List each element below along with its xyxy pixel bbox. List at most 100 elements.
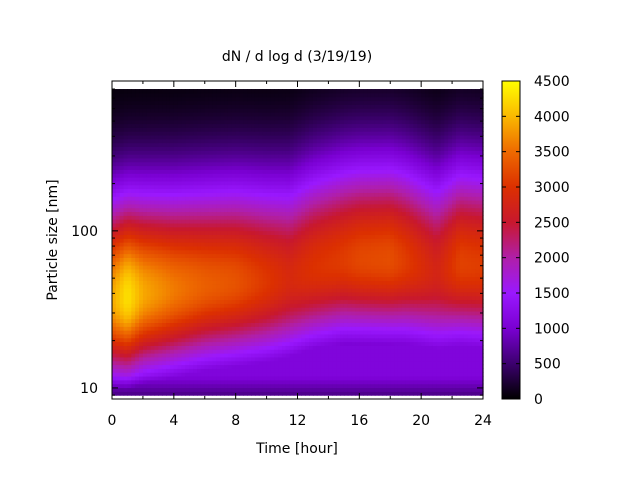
heatmap-cell: [177, 127, 183, 132]
heatmap-cell: [193, 150, 198, 155]
heatmap-cell: [200, 245, 206, 251]
heatmap-cell: [297, 96, 302, 102]
heatmap-cell: [197, 203, 202, 209]
heatmap-cell: [282, 238, 287, 243]
heatmap-cell: [293, 199, 299, 205]
heatmap-cell: [316, 295, 322, 301]
heatmap-cell: [254, 337, 260, 343]
heatmap-cell: [262, 230, 268, 236]
heatmap-cell: [127, 108, 132, 113]
heatmap-cell: [204, 356, 210, 362]
heatmap-cell: [328, 226, 333, 232]
heatmap-cell: [150, 330, 156, 335]
heatmap-cell: [169, 199, 175, 205]
heatmap-cell: [254, 89, 260, 94]
heatmap-cell: [320, 284, 326, 289]
heatmap-cell: [139, 177, 144, 182]
heatmap-cell: [189, 265, 194, 270]
heatmap-cell: [189, 291, 194, 297]
heatmap-cell: [324, 180, 330, 186]
heatmap-cell: [309, 364, 314, 369]
heatmap-cell: [239, 341, 244, 346]
heatmap-cell: [158, 280, 163, 285]
heatmap-cell: [173, 230, 179, 236]
heatmap-cell: [258, 364, 264, 369]
heatmap-cell: [224, 253, 229, 258]
heatmap-cell: [293, 222, 299, 228]
heatmap-cell: [220, 211, 225, 216]
heatmap-cell: [297, 353, 302, 358]
heatmap-cell: [270, 131, 275, 136]
heatmap-cell: [158, 375, 163, 381]
heatmap-cell: [278, 330, 283, 335]
heatmap-cell: [200, 108, 206, 113]
heatmap-cell: [177, 138, 183, 144]
heatmap-cell: [254, 349, 260, 354]
heatmap-cell: [177, 303, 183, 308]
heatmap-cell: [185, 265, 190, 270]
heatmap-cell: [204, 326, 210, 331]
heatmap-cell: [123, 215, 129, 220]
heatmap-cell: [231, 242, 237, 247]
heatmap-cell: [115, 142, 121, 148]
heatmap-cell: [305, 96, 310, 102]
heatmap-cell: [235, 245, 241, 251]
heatmap-cell: [112, 203, 117, 209]
heatmap-cell: [224, 188, 229, 193]
heatmap-cell: [347, 211, 353, 216]
heatmap-cell: [139, 391, 144, 396]
heatmap-cell: [112, 295, 117, 301]
heatmap-cell: [231, 333, 237, 339]
heatmap-cell: [289, 295, 295, 301]
heatmap-cell: [251, 115, 256, 121]
heatmap-cell: [112, 184, 117, 190]
heatmap-cell: [320, 333, 326, 339]
heatmap-cell: [212, 134, 217, 140]
heatmap-cell: [189, 333, 194, 339]
heatmap-cell: [142, 203, 148, 209]
heatmap-cell: [131, 180, 136, 186]
heatmap-cell: [254, 326, 260, 331]
heatmap-cell: [328, 356, 333, 362]
heatmap-cell: [154, 318, 159, 324]
heatmap-cell: [254, 180, 260, 186]
heatmap-cell: [204, 196, 210, 201]
heatmap-cell: [258, 314, 264, 320]
heatmap-cell: [197, 142, 202, 148]
heatmap-cell: [197, 383, 202, 389]
heatmap-cell: [150, 238, 156, 243]
heatmap-cell: [146, 337, 152, 343]
heatmap-cell: [200, 265, 206, 270]
heatmap-cell: [266, 268, 272, 274]
heatmap-cell: [258, 203, 264, 209]
heatmap-cell: [235, 242, 241, 247]
heatmap-cell: [227, 134, 233, 140]
heatmap-cell: [351, 391, 357, 396]
heatmap-cell: [123, 234, 129, 239]
heatmap-cell: [235, 238, 241, 243]
heatmap-cell: [227, 173, 233, 178]
heatmap-cell: [181, 330, 187, 335]
heatmap-cell: [224, 222, 229, 228]
heatmap-cell: [235, 92, 241, 98]
heatmap-cell: [336, 211, 341, 216]
heatmap-cell: [139, 280, 144, 285]
heatmap-cell: [193, 134, 198, 140]
heatmap-cell: [166, 226, 171, 232]
heatmap-cell: [305, 199, 310, 205]
heatmap-cell: [204, 261, 210, 266]
heatmap-cell: [204, 157, 210, 163]
heatmap-cell: [254, 368, 260, 373]
heatmap-cell: [301, 173, 306, 178]
heatmap-cell: [312, 138, 318, 144]
heatmap-cell: [173, 242, 179, 247]
heatmap-cell: [227, 169, 233, 174]
heatmap-cell: [297, 310, 302, 316]
heatmap-cell: [166, 249, 171, 255]
heatmap-cell: [200, 387, 206, 392]
heatmap-cell: [208, 272, 214, 278]
heatmap-cell: [336, 372, 341, 377]
heatmap-cell: [282, 345, 287, 350]
heatmap-cell: [235, 150, 241, 155]
heatmap-cell: [254, 142, 260, 148]
